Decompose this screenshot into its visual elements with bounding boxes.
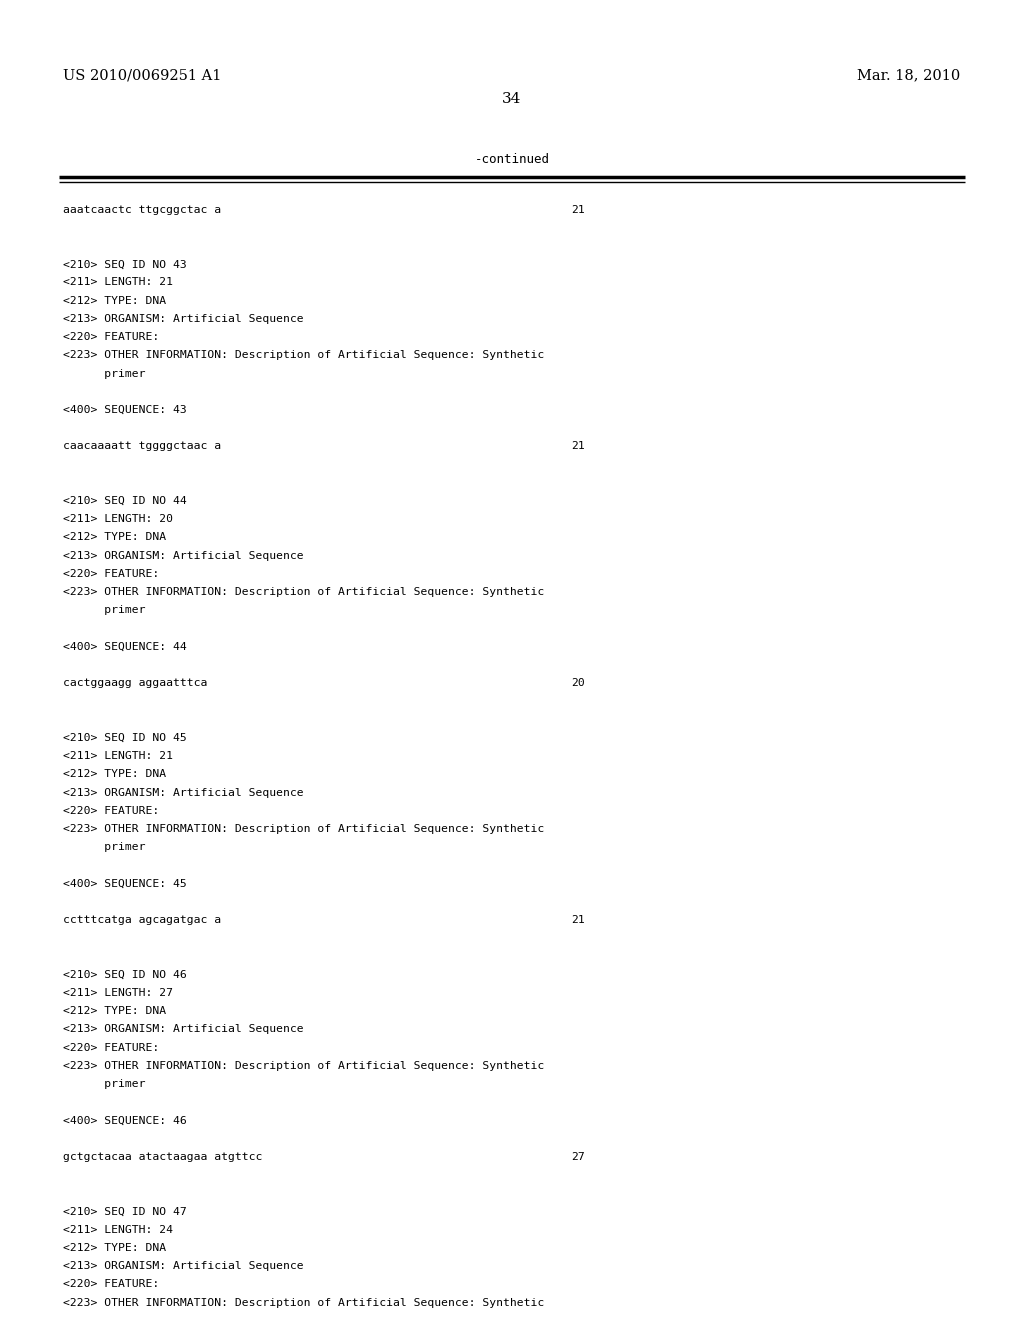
Text: US 2010/0069251 A1: US 2010/0069251 A1 [63, 69, 222, 82]
Text: Mar. 18, 2010: Mar. 18, 2010 [857, 69, 961, 82]
Text: <213> ORGANISM: Artificial Sequence: <213> ORGANISM: Artificial Sequence [63, 788, 304, 797]
Text: <211> LENGTH: 21: <211> LENGTH: 21 [63, 751, 173, 762]
Text: 34: 34 [503, 92, 521, 106]
Text: aaatcaactc ttgcggctac a: aaatcaactc ttgcggctac a [63, 205, 221, 215]
Text: <212> TYPE: DNA: <212> TYPE: DNA [63, 1006, 167, 1016]
Text: <220> FEATURE:: <220> FEATURE: [63, 333, 160, 342]
Text: 27: 27 [571, 1152, 585, 1162]
Text: <213> ORGANISM: Artificial Sequence: <213> ORGANISM: Artificial Sequence [63, 1024, 304, 1035]
Text: <211> LENGTH: 27: <211> LENGTH: 27 [63, 987, 173, 998]
Text: <400> SEQUENCE: 46: <400> SEQUENCE: 46 [63, 1115, 187, 1126]
Text: <212> TYPE: DNA: <212> TYPE: DNA [63, 532, 167, 543]
Text: <210> SEQ ID NO 44: <210> SEQ ID NO 44 [63, 496, 187, 506]
Text: <213> ORGANISM: Artificial Sequence: <213> ORGANISM: Artificial Sequence [63, 1261, 304, 1271]
Text: <212> TYPE: DNA: <212> TYPE: DNA [63, 770, 167, 779]
Text: 21: 21 [571, 441, 585, 451]
Text: <220> FEATURE:: <220> FEATURE: [63, 1279, 160, 1290]
Text: caacaaaatt tggggctaac a: caacaaaatt tggggctaac a [63, 441, 221, 451]
Text: primer: primer [63, 842, 146, 853]
Text: <400> SEQUENCE: 43: <400> SEQUENCE: 43 [63, 405, 187, 414]
Text: 21: 21 [571, 205, 585, 215]
Text: <211> LENGTH: 20: <211> LENGTH: 20 [63, 515, 173, 524]
Text: <400> SEQUENCE: 44: <400> SEQUENCE: 44 [63, 642, 187, 652]
Text: cactggaagg aggaatttca: cactggaagg aggaatttca [63, 678, 208, 688]
Text: <400> SEQUENCE: 45: <400> SEQUENCE: 45 [63, 879, 187, 888]
Text: primer: primer [63, 606, 146, 615]
Text: <220> FEATURE:: <220> FEATURE: [63, 1043, 160, 1052]
Text: primer: primer [63, 368, 146, 379]
Text: <212> TYPE: DNA: <212> TYPE: DNA [63, 1243, 167, 1253]
Text: <210> SEQ ID NO 43: <210> SEQ ID NO 43 [63, 259, 187, 269]
Text: <211> LENGTH: 24: <211> LENGTH: 24 [63, 1225, 173, 1234]
Text: <223> OTHER INFORMATION: Description of Artificial Sequence: Synthetic: <223> OTHER INFORMATION: Description of … [63, 587, 545, 597]
Text: <223> OTHER INFORMATION: Description of Artificial Sequence: Synthetic: <223> OTHER INFORMATION: Description of … [63, 824, 545, 834]
Text: 21: 21 [571, 915, 585, 925]
Text: <210> SEQ ID NO 47: <210> SEQ ID NO 47 [63, 1206, 187, 1217]
Text: cctttcatga agcagatgac a: cctttcatga agcagatgac a [63, 915, 221, 925]
Text: 20: 20 [571, 678, 585, 688]
Text: primer: primer [63, 1078, 146, 1089]
Text: <213> ORGANISM: Artificial Sequence: <213> ORGANISM: Artificial Sequence [63, 314, 304, 323]
Text: <223> OTHER INFORMATION: Description of Artificial Sequence: Synthetic: <223> OTHER INFORMATION: Description of … [63, 350, 545, 360]
Text: -continued: -continued [474, 153, 550, 166]
Text: <220> FEATURE:: <220> FEATURE: [63, 569, 160, 579]
Text: <223> OTHER INFORMATION: Description of Artificial Sequence: Synthetic: <223> OTHER INFORMATION: Description of … [63, 1298, 545, 1308]
Text: <210> SEQ ID NO 46: <210> SEQ ID NO 46 [63, 970, 187, 979]
Text: <211> LENGTH: 21: <211> LENGTH: 21 [63, 277, 173, 288]
Text: <220> FEATURE:: <220> FEATURE: [63, 805, 160, 816]
Text: gctgctacaa atactaagaa atgttcc: gctgctacaa atactaagaa atgttcc [63, 1152, 263, 1162]
Text: <212> TYPE: DNA: <212> TYPE: DNA [63, 296, 167, 306]
Text: <213> ORGANISM: Artificial Sequence: <213> ORGANISM: Artificial Sequence [63, 550, 304, 561]
Text: <223> OTHER INFORMATION: Description of Artificial Sequence: Synthetic: <223> OTHER INFORMATION: Description of … [63, 1061, 545, 1071]
Text: <210> SEQ ID NO 45: <210> SEQ ID NO 45 [63, 733, 187, 743]
